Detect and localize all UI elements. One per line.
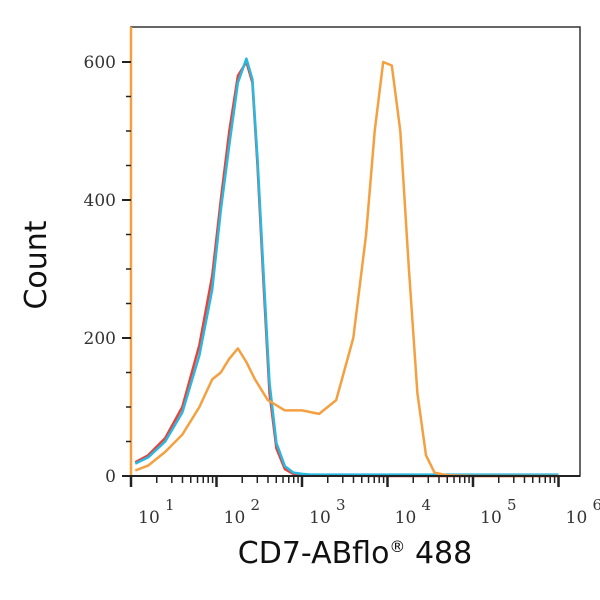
x-tick-label: 10 [566,508,588,528]
x-tick-exponent: 4 [422,496,432,514]
x-tick-exponent: 3 [336,496,346,514]
x-tick-label: 10 [224,508,246,528]
y-tick-label: 200 [84,329,116,349]
x-axis-label: CD7-ABflo® 488 [180,536,530,571]
x-tick-label: 10 [480,508,502,528]
x-tick-exponent: 1 [165,496,175,514]
series-blue-line [134,57,559,476]
y-tick-label: 400 [84,191,116,211]
y-tick-label: 0 [105,467,116,487]
x-tick-exponent: 2 [251,496,261,514]
y-axis-label: Count [19,220,54,310]
series-layer [134,57,559,478]
plot-frame [130,26,581,477]
registered-mark: ® [389,537,406,556]
x-axis-ticks: 10 1 10 2 10 3 10 4 10 5 10 6 [129,476,600,528]
x-axis-label-main: CD7-ABflo [237,536,390,571]
y-tick-label: 600 [84,53,116,73]
x-tick-label: 10 [395,508,417,528]
x-tick-exponent: 6 [593,496,600,514]
x-tick-exponent: 5 [507,496,517,514]
series-orange-line [134,60,559,478]
x-axis-label-tail: 488 [405,536,473,571]
x-tick-label: 10 [309,508,331,528]
x-tick-label: 10 [138,508,160,528]
y-axis-ticks: 0 200 400 600 [84,53,131,487]
